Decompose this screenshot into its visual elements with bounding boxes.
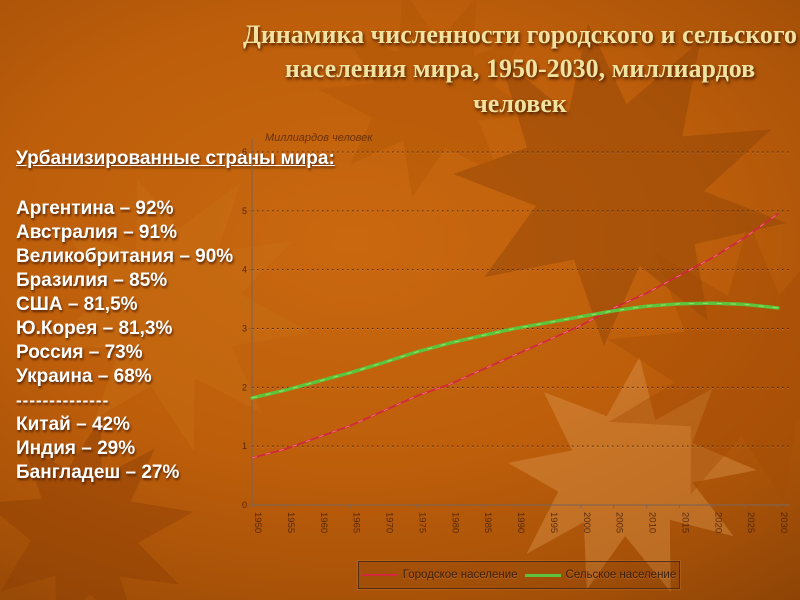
legend-label-urban: Городское население — [402, 569, 518, 581]
x-tick-label: 1950 — [252, 512, 263, 533]
x-tick-label: 2020 — [712, 512, 723, 533]
country-stat: Ю.Корея – 81,3% — [16, 317, 173, 339]
series-highlight — [251, 213, 779, 459]
country-stat: Украина – 68% — [16, 365, 152, 387]
y-tick-label: 3 — [242, 324, 247, 334]
y-tick-label: 4 — [242, 265, 247, 275]
x-tick-label: 1955 — [285, 512, 296, 533]
series-highlight — [251, 302, 779, 399]
country-stat: США – 81,5% — [16, 293, 138, 315]
x-tick-label: 2030 — [778, 512, 789, 533]
y-tick-label: 2 — [242, 382, 247, 392]
country-stat: Бангладеш – 27% — [16, 461, 180, 483]
x-tick-label: 1970 — [384, 512, 395, 533]
urbanized-countries-panel: Урбанизированные страны мира: Аргентина … — [16, 146, 335, 485]
chart-legend: Городское население Сельское население — [357, 560, 681, 590]
dashed-divider: -------------- — [16, 390, 110, 410]
y-tick-labels: 0 1 2 3 4 5 6 — [242, 147, 252, 510]
country-stat: Аргентина – 92% — [16, 197, 174, 219]
legend-swatch-rural-line — [524, 573, 561, 577]
x-tick-label: 1965 — [351, 512, 362, 533]
gridlines — [252, 151, 790, 448]
urban-series-line — [251, 212, 779, 459]
y-tick-label: 6 — [242, 147, 247, 157]
y-tick-label: 0 — [242, 500, 247, 510]
x-tick-label: 2000 — [581, 512, 592, 533]
legend-item-urban: Городское население — [361, 569, 518, 581]
y-axis-title: Миллиардов человек — [265, 132, 373, 144]
country-stat: Великобритания – 90% — [16, 245, 234, 267]
x-tick-label: 1995 — [548, 512, 559, 533]
country-stat: Индия – 29% — [16, 437, 136, 459]
legend-item-rural: Сельское население — [524, 569, 677, 581]
legend-swatch-urban-line — [361, 574, 398, 576]
slide-title: Динамика численности городского и сельск… — [242, 20, 798, 118]
country-stat: Австралия – 91% — [16, 221, 177, 243]
x-tick-label: 2025 — [745, 512, 756, 533]
country-stat: Бразилия – 85% — [16, 269, 168, 291]
x-tick-label: 1990 — [515, 512, 526, 533]
x-tick-label: 1985 — [482, 512, 493, 533]
legend-label-rural: Сельское население — [565, 569, 677, 581]
y-tick-label: 5 — [242, 206, 247, 216]
y-tick-label: 1 — [242, 441, 247, 451]
axes — [251, 139, 790, 506]
rural-series-line — [250, 301, 780, 400]
x-tick-labels: 1950 1955 1960 1965 1970 1975 1980 1985 1990 1995… — [251, 505, 789, 533]
country-stat: Китай – 42% — [16, 413, 130, 435]
series-lines — [250, 212, 780, 459]
x-tick-label: 2015 — [679, 512, 690, 533]
x-tick-label: 1960 — [318, 512, 329, 533]
sidebar-heading: Урбанизированные страны мира: — [16, 148, 335, 169]
x-tick-label: 2005 — [614, 512, 625, 533]
country-stat: Россия – 73% — [16, 341, 143, 363]
x-tick-label: 2010 — [647, 512, 658, 533]
x-tick-label: 1980 — [449, 512, 460, 533]
x-tick-label: 1975 — [416, 512, 427, 533]
